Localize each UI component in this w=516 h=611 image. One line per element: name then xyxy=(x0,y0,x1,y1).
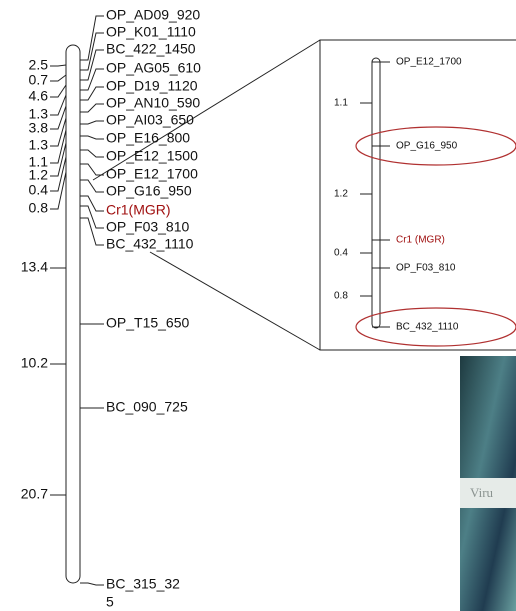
inset-marker-label: OP_G16_950 xyxy=(396,141,458,152)
marker-label: OP_E16_800 xyxy=(106,130,190,146)
marker-label: OP_AI03_650 xyxy=(106,112,194,128)
marker-label: OP_AN10_590 xyxy=(106,95,200,111)
marker-connector xyxy=(80,583,104,585)
distance-label: 4.6 xyxy=(29,88,49,104)
marker-label: BC_432_1110 xyxy=(106,236,194,252)
inset-distance-label: 0.4 xyxy=(334,248,348,259)
photo: Viru xyxy=(460,356,516,611)
inset-marker-label: BC_432_1110 xyxy=(396,322,459,333)
distance-label: 1.2 xyxy=(29,167,49,183)
marker-connector xyxy=(80,104,104,112)
distance-label: 2.5 xyxy=(29,57,49,73)
inset-marker-label: Cr1 (MGR) xyxy=(396,235,445,246)
inset-box xyxy=(320,40,516,350)
marker-connector xyxy=(80,50,104,80)
distance-label: 0.4 xyxy=(29,182,49,198)
marker-label: OP_AG05_610 xyxy=(106,60,201,76)
marker-connector xyxy=(80,164,104,175)
marker-connector xyxy=(80,136,104,139)
inset-marker-label: OP_E12_1700 xyxy=(396,57,462,68)
distance-label: 0.7 xyxy=(29,72,49,88)
marker-connector xyxy=(80,218,104,245)
zoom-line xyxy=(150,252,320,350)
marker-connector xyxy=(80,87,104,100)
distance-label: 3.8 xyxy=(29,120,49,136)
marker-label-wrap: 5 xyxy=(106,594,114,610)
marker-label: OP_T15_650 xyxy=(106,315,189,331)
marker-label: BC_422_1450 xyxy=(106,41,196,57)
marker-connector xyxy=(80,150,104,157)
distance-connector xyxy=(50,143,66,176)
marker-connector xyxy=(80,206,104,228)
distance-connector xyxy=(50,65,66,66)
marker-label: Cr1(MGR) xyxy=(106,202,171,218)
marker-label: OP_G16_950 xyxy=(106,183,192,199)
marker-label: BC_090_725 xyxy=(106,399,188,415)
distance-label: 0.8 xyxy=(29,200,49,216)
marker-label: OP_D19_1120 xyxy=(106,78,198,94)
marker-label: BC_315_32 xyxy=(106,576,180,592)
distance-label: 1.3 xyxy=(29,137,49,153)
marker-label: OP_K01_1110 xyxy=(106,24,196,40)
chromosome-bar xyxy=(66,45,80,583)
inset-distance-label: 1.1 xyxy=(334,98,348,109)
inset-distance-label: 1.2 xyxy=(334,189,348,200)
inset-distance-label: 0.8 xyxy=(334,291,348,302)
distance-connector xyxy=(50,85,66,97)
marker-connector xyxy=(80,180,104,192)
marker-connector xyxy=(80,196,104,211)
photo-caption: Viru xyxy=(470,485,494,500)
inset-bar xyxy=(372,58,380,328)
distance-label: 13.4 xyxy=(21,259,48,275)
marker-label: OP_E12_1700 xyxy=(106,166,198,182)
marker-connector xyxy=(80,121,104,124)
linkage-map: Viru OP_AD09_920OP_K01_1110BC_422_1450 OP… xyxy=(0,0,516,611)
distance-label: 20.7 xyxy=(21,486,48,502)
marker-label: OP_AD09_920 xyxy=(106,7,200,23)
marker-label: OP_E12_1500 xyxy=(106,148,198,164)
distance-label: 10.2 xyxy=(21,355,48,371)
inset-marker-label: OP_F03_810 xyxy=(396,263,456,274)
distance-connector xyxy=(50,75,66,81)
marker-label: OP_F03_810 xyxy=(106,219,189,235)
